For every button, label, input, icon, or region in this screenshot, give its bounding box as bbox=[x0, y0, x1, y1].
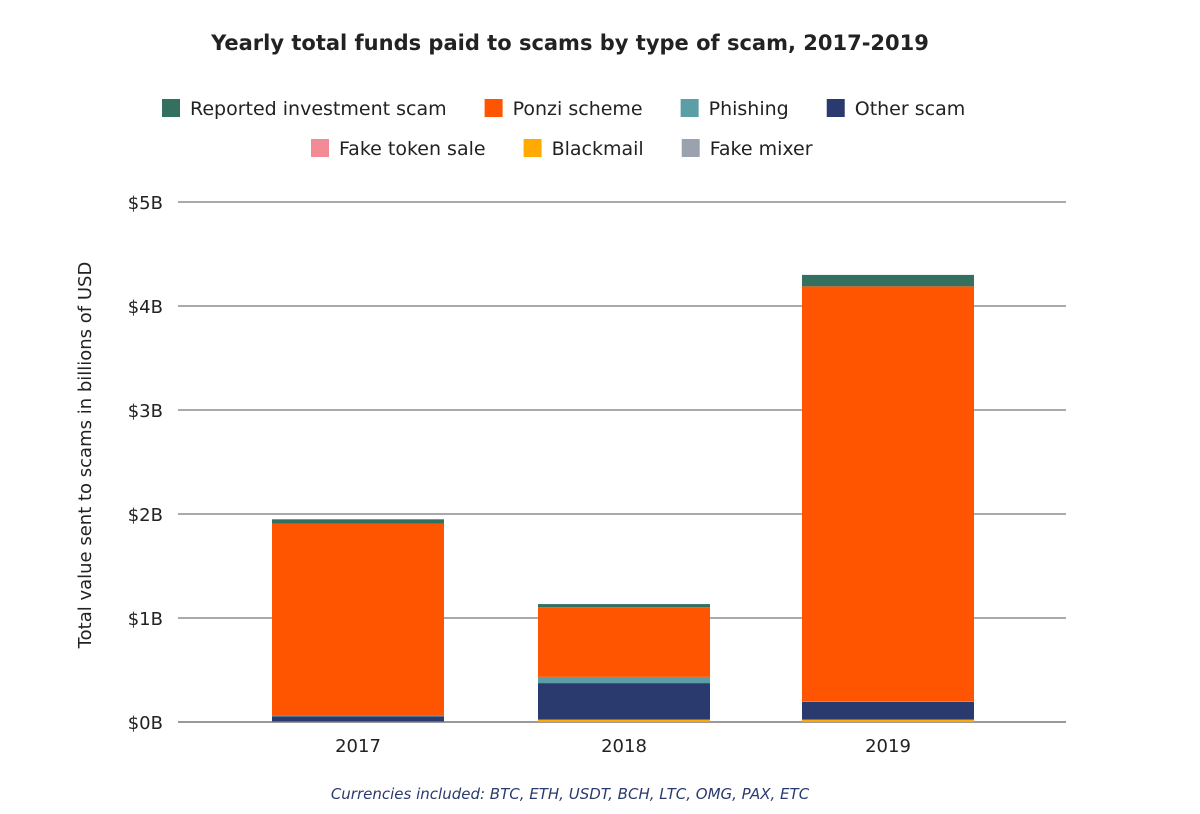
legend-swatch bbox=[311, 139, 329, 157]
legend: Reported investment scam Ponzi scheme Phis… bbox=[162, 98, 965, 160]
legend-label: Phishing bbox=[709, 98, 789, 120]
chart-title: Yearly total funds paid to scams by type… bbox=[210, 31, 929, 55]
bar-segment bbox=[538, 607, 710, 677]
bar-segment bbox=[802, 286, 974, 702]
bar-segment bbox=[272, 715, 444, 717]
legend-label: Other scam bbox=[855, 98, 965, 120]
x-tick-label: 2018 bbox=[601, 736, 647, 757]
x-tick-label: 2017 bbox=[335, 736, 381, 757]
y-tick-label: $3B bbox=[128, 401, 163, 422]
legend-swatch bbox=[523, 139, 542, 157]
bars bbox=[272, 274, 974, 722]
y-tick-label: $1B bbox=[128, 609, 163, 630]
legend-label: Fake mixer bbox=[710, 138, 813, 160]
bar-segment bbox=[802, 274, 974, 287]
bar-segment bbox=[802, 701, 974, 720]
x-tick-label: 2019 bbox=[865, 736, 911, 757]
y-axis-label: Total value sent to scams in billions of… bbox=[75, 262, 96, 650]
x-axis-ticks: 2017 2018 2019 bbox=[335, 736, 911, 757]
legend-label: Ponzi scheme bbox=[513, 98, 643, 120]
y-tick-label: $2B bbox=[128, 505, 163, 526]
bar-segment bbox=[538, 676, 710, 684]
bar-segment bbox=[802, 701, 974, 702]
bar-segment bbox=[272, 519, 444, 524]
footnote: Currencies included: BTC, ETH, USDT, BCH… bbox=[331, 785, 810, 803]
bar-segment bbox=[538, 683, 710, 720]
y-tick-label: $4B bbox=[128, 297, 163, 318]
legend-label: Blackmail bbox=[552, 138, 644, 160]
y-tick-label: $0B bbox=[128, 713, 163, 734]
legend-label: Fake token sale bbox=[339, 138, 486, 160]
y-tick-label: $5B bbox=[128, 193, 163, 214]
bar-segment bbox=[272, 716, 444, 722]
bar-segment bbox=[538, 719, 710, 722]
bar-segment bbox=[272, 523, 444, 716]
legend-swatch bbox=[484, 99, 503, 117]
y-axis-ticks: $0B $1B $2B $3B $4B $5B bbox=[128, 193, 163, 734]
bar-segment bbox=[538, 604, 710, 608]
legend-label: Reported investment scam bbox=[190, 98, 447, 120]
legend-swatch bbox=[162, 99, 180, 117]
legend-swatch bbox=[826, 99, 845, 117]
bar-segment bbox=[802, 719, 974, 722]
legend-swatch bbox=[681, 139, 700, 157]
legend-swatch bbox=[680, 99, 699, 117]
